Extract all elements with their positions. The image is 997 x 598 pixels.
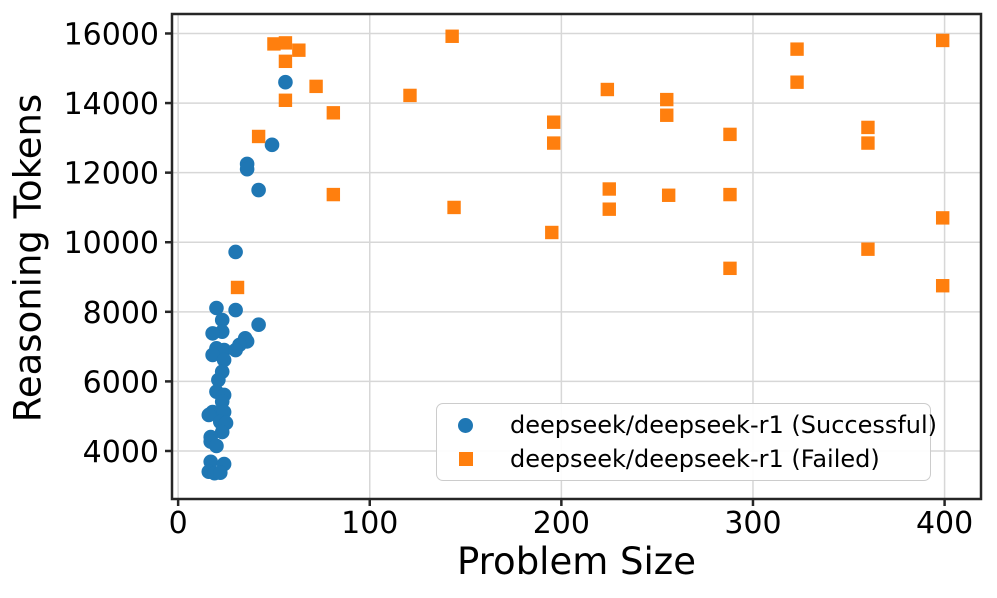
x-tick-label: 300 — [724, 506, 781, 541]
data-point-series-0 — [251, 317, 266, 332]
data-point-series-0 — [228, 342, 243, 358]
data-point-series-0 — [214, 312, 230, 328]
data-point-series-0 — [212, 465, 228, 481]
data-point-series-1 — [790, 75, 804, 89]
legend: deepseek/deepseek-r1 (Successful) deepse… — [436, 403, 937, 481]
data-point-series-1 — [267, 37, 281, 51]
data-point-series-0 — [205, 347, 220, 363]
data-point-series-0 — [216, 352, 232, 368]
data-point-series-1 — [660, 92, 674, 107]
data-point-series-1 — [660, 108, 674, 122]
data-point-series-1 — [546, 136, 561, 150]
data-point-series-1 — [790, 42, 804, 56]
data-point-series-0 — [205, 326, 220, 341]
x-tick-label: 0 — [169, 506, 188, 541]
data-point-series-1 — [546, 115, 561, 129]
data-point-series-1 — [278, 54, 293, 69]
data-point-series-1 — [661, 188, 676, 202]
x-tick-label: 200 — [533, 506, 590, 541]
legend-square-marker-icon — [458, 451, 473, 466]
y-tick-label: 10000 — [64, 226, 159, 261]
data-point-series-1 — [447, 200, 461, 215]
data-point-series-1 — [723, 261, 737, 276]
data-point-series-1 — [251, 129, 266, 144]
data-point-series-1 — [326, 187, 341, 202]
x-tick-label: 100 — [341, 506, 398, 541]
data-point-series-1 — [230, 280, 245, 295]
data-point-series-1 — [935, 211, 950, 225]
data-point-series-0 — [201, 407, 217, 423]
data-point-series-1 — [602, 182, 616, 196]
data-point-series-1 — [602, 202, 616, 216]
data-point-series-0 — [264, 137, 280, 153]
data-point-series-1 — [545, 225, 559, 240]
data-point-series-0 — [211, 372, 226, 388]
legend-label-successful: deepseek/deepseek-r1 (Successful) — [510, 411, 938, 440]
y-axis-label: Reasoning Tokens — [6, 93, 50, 423]
data-point-series-1 — [326, 106, 341, 120]
y-tick-label: 16000 — [64, 17, 159, 52]
data-point-series-0 — [228, 302, 243, 318]
data-point-series-1 — [600, 82, 615, 97]
data-point-series-0 — [209, 300, 224, 316]
data-point-series-1 — [935, 33, 950, 48]
data-point-series-1 — [861, 120, 875, 135]
plot-frame — [170, 12, 983, 501]
data-point-series-1 — [723, 127, 737, 142]
data-point-series-1 — [278, 36, 293, 50]
data-point-series-1 — [445, 29, 459, 43]
y-tick-label: 6000 — [83, 365, 159, 400]
data-point-series-1 — [861, 136, 875, 150]
data-point-series-0 — [278, 74, 293, 90]
data-point-series-1 — [723, 187, 737, 202]
y-tick-label: 12000 — [64, 157, 159, 192]
y-tick-label: 4000 — [83, 435, 159, 470]
data-point-series-1 — [861, 242, 875, 256]
data-point-series-1 — [309, 79, 323, 94]
data-point-series-1 — [292, 43, 306, 57]
data-point-series-0 — [228, 244, 243, 260]
x-tick-label: 400 — [916, 506, 973, 541]
legend-label-failed: deepseek/deepseek-r1 (Failed) — [510, 444, 880, 473]
data-point-series-0 — [209, 438, 224, 454]
data-point-series-1 — [278, 93, 293, 107]
data-point-series-0 — [239, 161, 255, 177]
data-point-series-0 — [214, 424, 230, 440]
y-tick-label: 14000 — [64, 87, 159, 122]
legend-circle-marker-icon — [458, 417, 473, 433]
legend-item-failed: deepseek/deepseek-r1 (Failed) — [437, 445, 930, 473]
x-axis-label: Problem Size — [457, 540, 696, 583]
y-tick-label: 8000 — [83, 296, 159, 331]
data-point-series-1 — [403, 88, 417, 103]
legend-item-successful: deepseek/deepseek-r1 (Successful) — [437, 411, 937, 439]
data-point-series-0 — [251, 182, 266, 198]
data-point-series-1 — [935, 279, 950, 293]
